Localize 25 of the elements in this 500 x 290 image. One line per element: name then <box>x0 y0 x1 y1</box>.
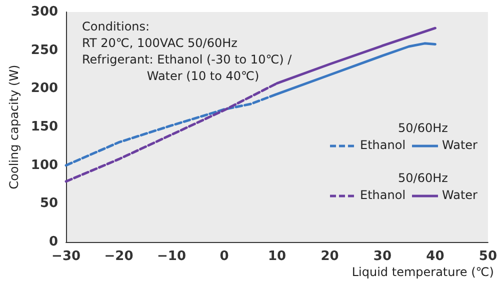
x-tick-label: 20 <box>320 249 339 264</box>
y-tick-label: 250 <box>30 42 58 58</box>
x-tick-label: −10 <box>157 249 186 264</box>
x-tick-label: 50 <box>478 249 497 264</box>
x-tick-label: 40 <box>426 249 444 264</box>
x-tick-label: 0 <box>220 249 229 264</box>
legend-label: Ethanol <box>360 138 406 152</box>
y-tick-label: 150 <box>30 120 58 134</box>
legend-label: Water <box>442 138 478 152</box>
y-tick-label: 0 <box>48 234 58 250</box>
y-tick-label: 300 <box>30 4 58 20</box>
annotation: 50/60Hz <box>398 171 448 185</box>
x-tick-label: −20 <box>104 249 134 264</box>
y-tick-label: 50 <box>40 196 58 212</box>
y-tick-label: 200 <box>30 81 58 96</box>
x-tick-label: 10 <box>268 249 286 264</box>
x-axis-title: Liquid temperature (℃) <box>352 265 494 279</box>
legend-label: Ethanol <box>360 188 406 202</box>
annotation: 50/60Hz <box>398 121 448 135</box>
x-tick-label: −30 <box>52 249 81 264</box>
x-tick-label: 30 <box>373 249 392 264</box>
legend-label: Water <box>442 188 478 202</box>
annotation: Conditions: RT 20℃, 100VAC 50/60Hz Refrigerant: Ethanol (-30 to 10℃) / Water (10 to 40℃) <box>82 19 293 83</box>
y-tick-label: 100 <box>30 158 58 173</box>
y-axis-title: Cooling capacity (W) <box>7 64 21 190</box>
